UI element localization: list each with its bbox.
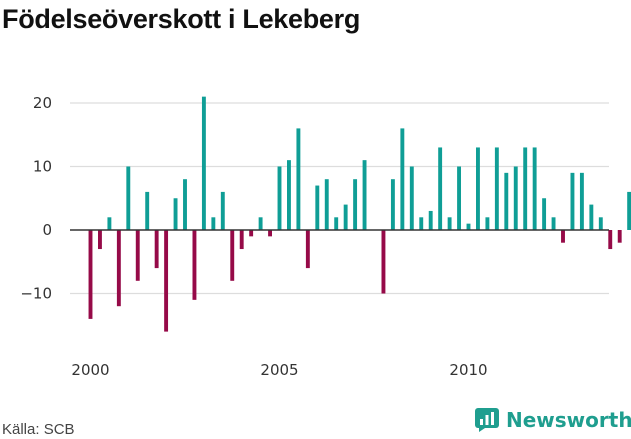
bar xyxy=(258,217,263,230)
bar xyxy=(164,230,169,332)
bar xyxy=(409,166,414,230)
bar xyxy=(192,230,197,300)
y-tick-label: 20 xyxy=(33,94,52,112)
bar xyxy=(220,191,225,230)
bar xyxy=(551,217,556,230)
bar xyxy=(419,217,424,230)
bar xyxy=(353,179,358,230)
bar xyxy=(98,230,102,250)
bar xyxy=(570,172,575,230)
y-tick-label: 10 xyxy=(33,158,52,176)
bar xyxy=(211,217,216,230)
bar xyxy=(324,179,329,230)
bar xyxy=(277,166,282,230)
x-tick-label: 2005 xyxy=(260,361,298,379)
bar xyxy=(173,198,178,230)
bar xyxy=(513,166,518,230)
bar xyxy=(287,160,291,230)
bar xyxy=(362,160,367,230)
x-tick-label: 2000 xyxy=(71,361,109,379)
chart-title: Födelseöverskott i Lekeberg xyxy=(2,4,361,34)
bar xyxy=(457,166,461,230)
bar xyxy=(400,128,405,230)
bar xyxy=(485,217,490,230)
bar xyxy=(428,210,433,230)
brand-name: Newsworthy xyxy=(506,408,631,432)
bar xyxy=(126,166,131,230)
bar xyxy=(504,172,509,230)
bar xyxy=(296,128,301,230)
bar xyxy=(230,230,235,281)
bar xyxy=(447,217,452,230)
bar xyxy=(608,230,613,250)
y-tick-label: −10 xyxy=(20,285,52,303)
bar xyxy=(183,179,187,230)
bar xyxy=(617,230,622,243)
bar xyxy=(135,230,140,281)
bar xyxy=(494,147,499,230)
bar xyxy=(523,147,528,230)
bar xyxy=(561,230,565,243)
bar xyxy=(239,230,244,250)
bar xyxy=(201,96,206,231)
bar xyxy=(305,230,310,269)
bar xyxy=(438,147,443,230)
newsworthy-logo: Newsworthy xyxy=(475,408,631,432)
source-note: Källa: SCB xyxy=(2,421,75,438)
bar xyxy=(249,230,254,237)
bar xyxy=(476,147,480,230)
bar xyxy=(116,230,121,307)
bar xyxy=(334,217,339,230)
bar xyxy=(627,191,631,230)
newsworthy-icon xyxy=(475,408,499,432)
bar xyxy=(589,204,594,230)
bar xyxy=(466,223,471,230)
bar xyxy=(107,217,112,230)
bar xyxy=(268,230,272,237)
bar xyxy=(542,198,547,230)
bar xyxy=(343,204,348,230)
bar xyxy=(88,230,93,319)
bar xyxy=(381,230,386,294)
bar xyxy=(532,147,537,230)
bar xyxy=(145,191,150,230)
x-tick-label: 2010 xyxy=(449,361,487,379)
bar xyxy=(315,185,320,230)
bar xyxy=(154,230,159,269)
y-tick-label: 0 xyxy=(42,221,52,239)
bar xyxy=(390,179,395,230)
bar xyxy=(579,172,584,230)
bar xyxy=(598,217,603,230)
